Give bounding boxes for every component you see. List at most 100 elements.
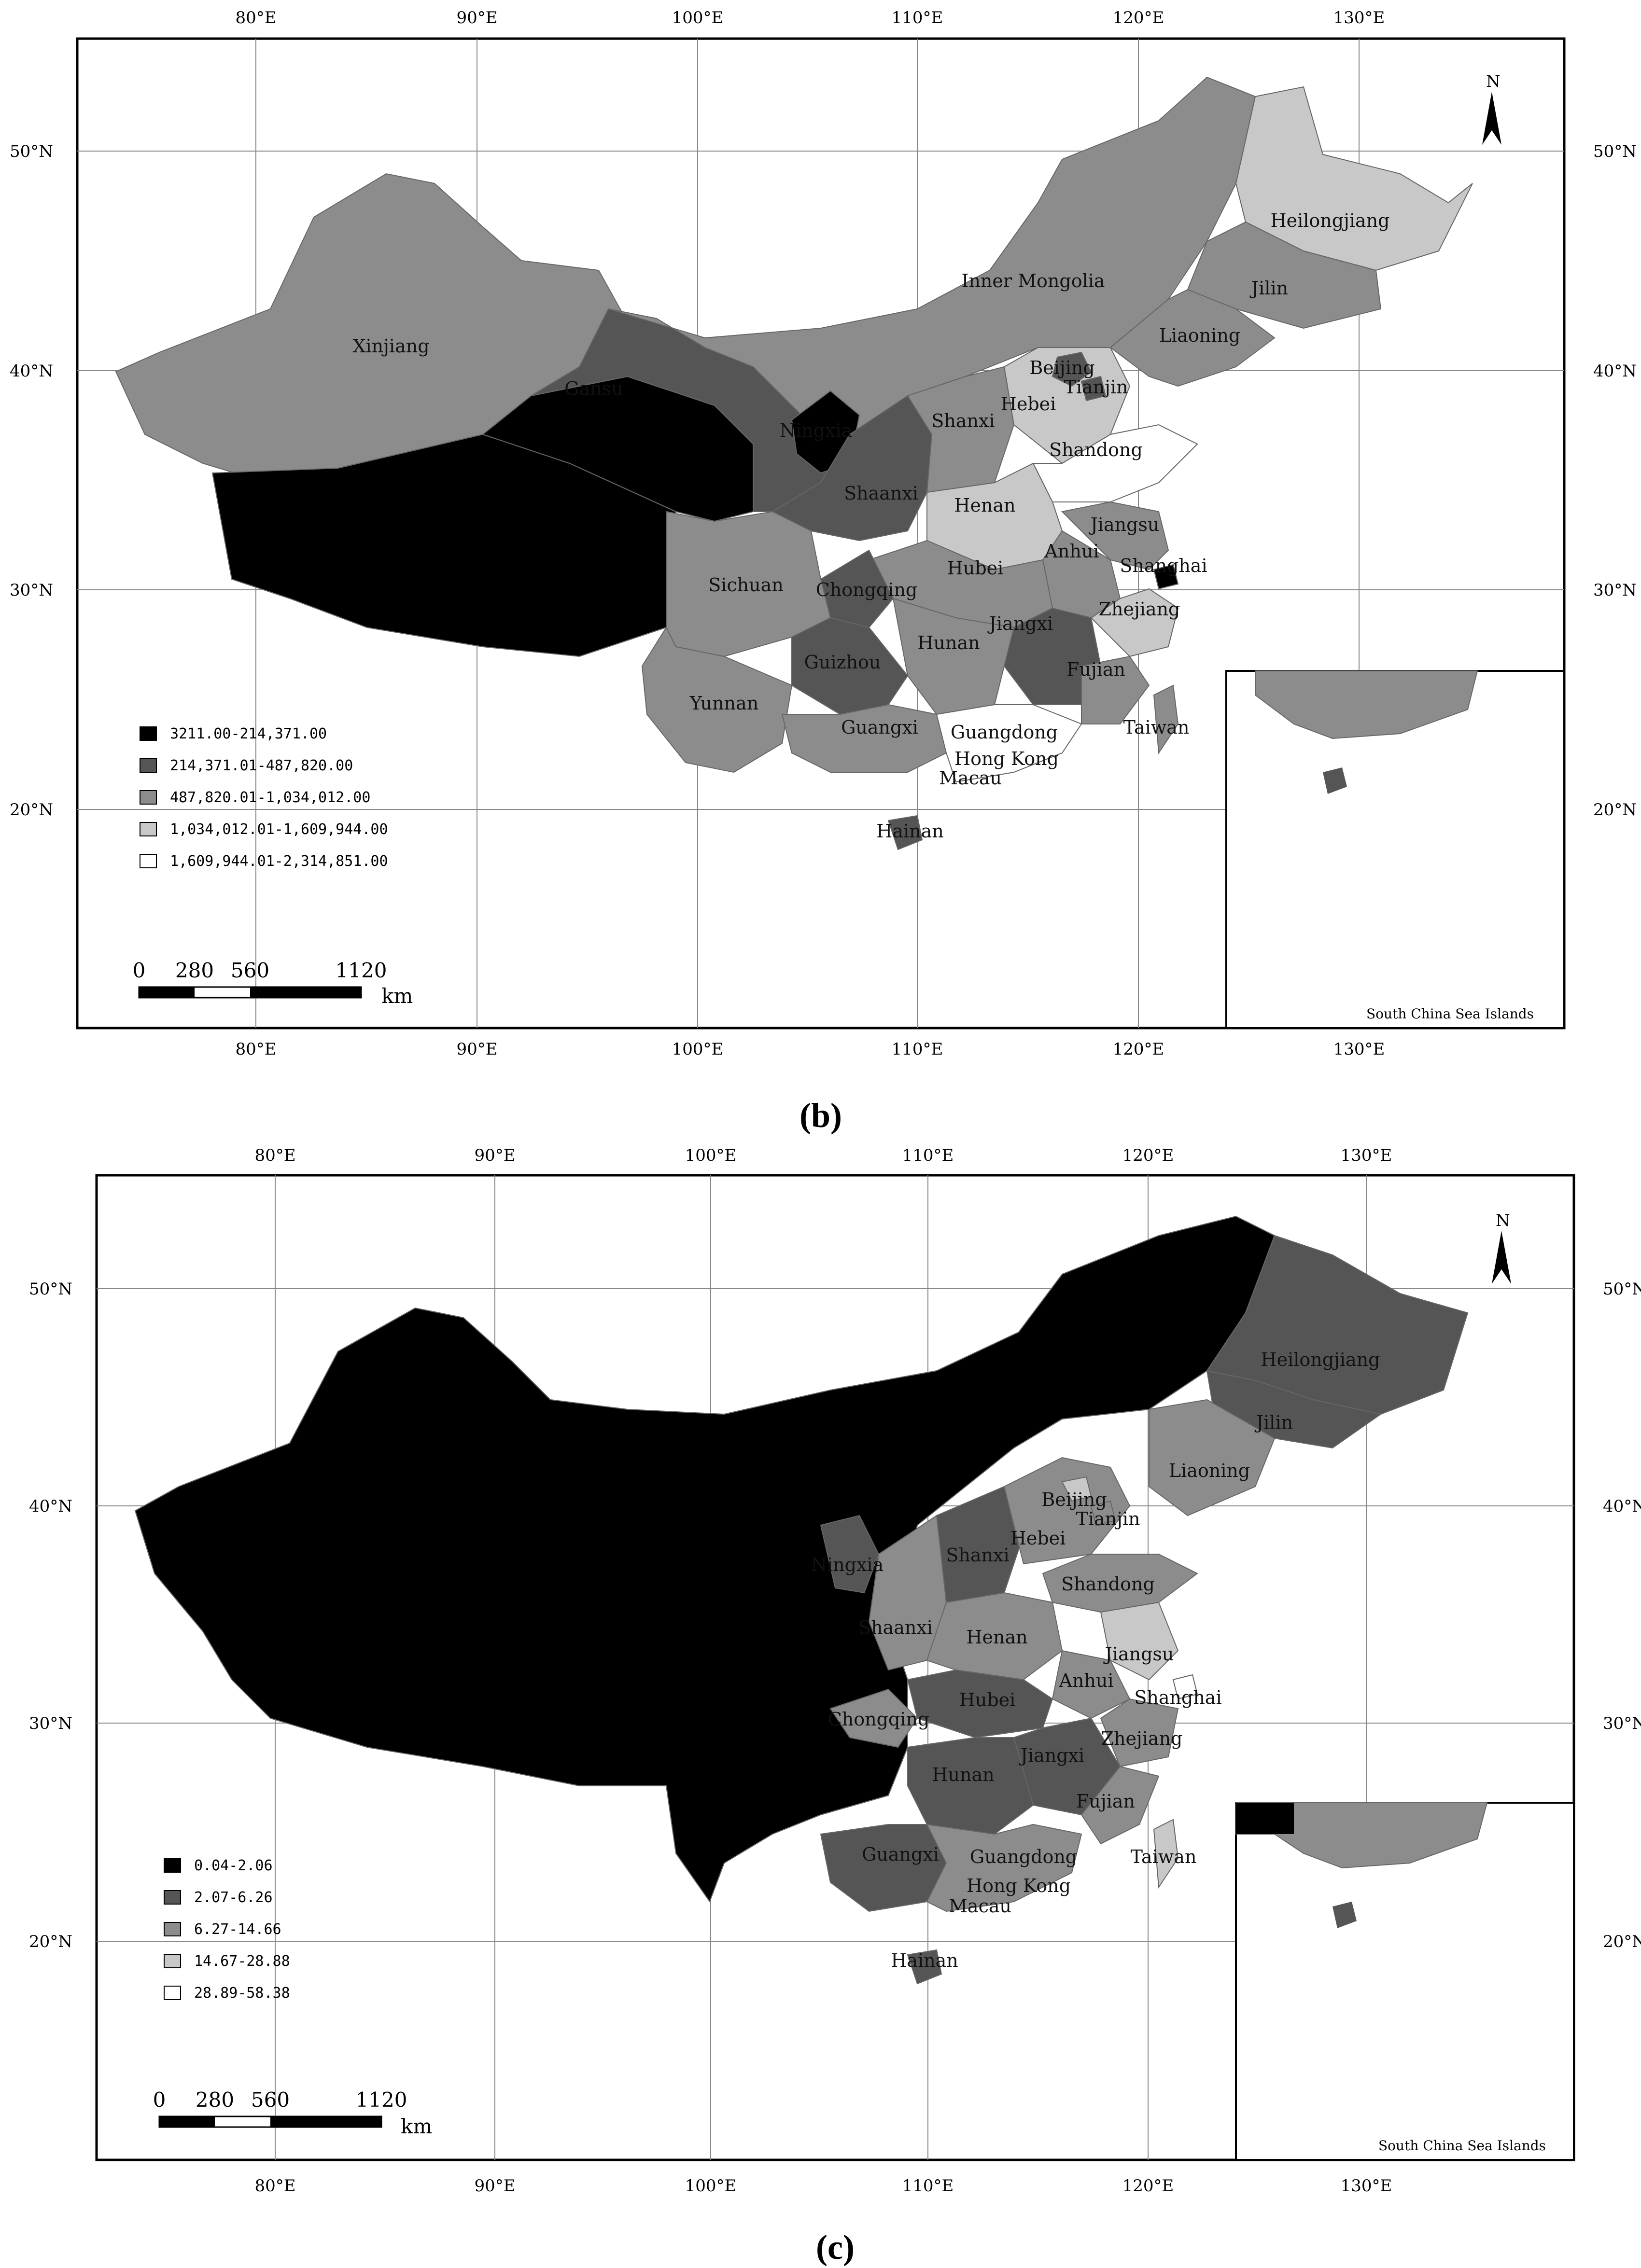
region-jiangsu	[1100, 1601, 1179, 1681]
map-b-lon-tick-bottom: 130°E	[1333, 1040, 1385, 1059]
map-b-provinces	[115, 76, 1473, 850]
map-c-lon-tick-top: 100°E	[685, 1146, 737, 1165]
region-zhejiang	[1100, 1698, 1179, 1767]
map-b-inset-mainland	[1255, 670, 1478, 739]
region-tianjin	[1090, 1500, 1116, 1526]
text-layer: 80°E 80°E 90°E 90°E 100°E 100°E 110°E 110°E 120°…	[10, 8, 1641, 2267]
map-b-province-label: Shandong	[1049, 439, 1143, 460]
map-c-province-label: Tianjin	[1076, 1508, 1140, 1530]
region-guizhou	[791, 617, 909, 715]
map-c-legend-label: 2.07-6.26	[194, 1889, 273, 1906]
map-c-legend-swatch	[164, 1954, 181, 1968]
map-c-province-label: Shanghai	[1134, 1687, 1221, 1708]
map-b-province-label: Guangdong	[951, 722, 1058, 743]
map-c-province-label: Hainan	[891, 1950, 958, 1971]
map-c-lon-tick-top: 130°E	[1341, 1146, 1392, 1165]
map-b-province-label: Taiwan	[1123, 717, 1190, 738]
map-b-lat-tick-left: 30°N	[10, 581, 53, 600]
map-c-lat-tick-right: 40°N	[1603, 1497, 1641, 1516]
map-c-province-label: Jiangsu	[1103, 1643, 1174, 1665]
map-c-province-label: Guangxi	[862, 1844, 939, 1865]
map-c-lat-tick-left: 50°N	[29, 1280, 72, 1299]
map-b-lon-tick-bottom: 120°E	[1113, 1040, 1164, 1059]
region-anhui	[1052, 1650, 1131, 1719]
map-c-legend-label: 28.89-58.38	[194, 1985, 290, 2002]
map-c-lon-tick-bottom: 130°E	[1341, 2176, 1392, 2196]
region-hainan	[907, 1949, 942, 1985]
region-shanghai	[1172, 1674, 1198, 1700]
map-b-legend-swatch	[140, 854, 157, 868]
map-b-province-label: Inner Mongolia	[961, 270, 1105, 292]
region-hebei	[1003, 347, 1131, 464]
map-b-lat-tick-left: 50°N	[10, 142, 53, 161]
map-c-scale-label: 1120	[356, 2088, 407, 2112]
map-b-legend-label: 1,609,944.01-2,314,851.00	[170, 853, 388, 870]
map-c-legend-label: 6.27-14.66	[194, 1921, 281, 1938]
map-c-lon-tick-bottom: 100°E	[685, 2176, 737, 2196]
map-c-province-label: Anhui	[1058, 1670, 1113, 1691]
region-beijing	[1052, 351, 1092, 387]
map-b-lon-tick-bottom: 90°E	[456, 1040, 497, 1059]
map-b-lon-tick-bottom: 100°E	[672, 1040, 724, 1059]
map-c-province-label: Liaoning	[1169, 1460, 1250, 1481]
region-tianjin	[1080, 376, 1107, 402]
map-b-province-label: Guangxi	[841, 717, 918, 738]
region-hebei	[1003, 1457, 1131, 1565]
region-shanghai	[1153, 564, 1179, 590]
map-b-legend-swatch	[140, 790, 157, 805]
map-c-province-label: Jilin	[1254, 1412, 1293, 1433]
map-c-province-label: Ningxia	[811, 1554, 884, 1575]
map-b-province-label: Zhejiang	[1099, 598, 1180, 620]
map-c-lon-tick-top: 80°E	[254, 1146, 295, 1165]
map-b-province-label: Shanxi	[931, 410, 995, 431]
map-b-lon-tick-top: 120°E	[1113, 8, 1164, 28]
region-fujian	[1080, 1766, 1160, 1845]
map-b-province-label: Fujian	[1066, 659, 1125, 680]
map-b-legend-label: 214,371.01-487,820.00	[170, 757, 353, 774]
map-b-inset-title: South China Sea Islands	[1366, 1006, 1534, 1022]
map-b-lat-tick-right: 40°N	[1593, 362, 1637, 381]
map-c-lat-tick-right: 20°N	[1603, 1932, 1641, 1951]
map-c-lon-tick-bottom: 80°E	[254, 2176, 295, 2196]
map-c: N	[95, 1174, 1575, 2161]
map-c-province-label: Heilongjiang	[1261, 1349, 1380, 1370]
map-c-lat-tick-right: 50°N	[1603, 1280, 1641, 1299]
region-taiwan	[1153, 684, 1179, 754]
region-hainan	[887, 815, 923, 850]
map-b: N	[76, 37, 1566, 1030]
map-c-province-label: Guangdong	[970, 1846, 1077, 1867]
region-chongqing	[829, 1688, 918, 1748]
map-c-legend-swatch	[164, 1890, 181, 1905]
map-b-province-label: Hong Kong	[954, 748, 1059, 769]
map-b-north-arrow-icon: N	[1482, 72, 1501, 145]
map-b-province-label: Hubei	[947, 557, 1004, 579]
map-b-lon-tick-top: 100°E	[672, 8, 724, 28]
map-b-scalebar	[138, 986, 362, 999]
map-c-lon-tick-top: 110°E	[902, 1146, 954, 1165]
map-b-caption: (b)	[799, 1096, 842, 1135]
map-b-scale-label: 560	[231, 959, 269, 982]
map-c-lat-tick-left: 40°N	[29, 1497, 72, 1516]
map-b-legend-swatch	[140, 822, 157, 836]
map-b-lon-tick-top: 90°E	[456, 8, 497, 28]
map-c-lon-tick-bottom: 120°E	[1122, 2176, 1174, 2196]
map-b-province-label: Beijing	[1029, 357, 1094, 378]
map-c-inset-title: South China Sea Islands	[1378, 2138, 1546, 2154]
map-b-province-label: Xinjiang	[352, 335, 429, 357]
map-c-legend-swatch	[164, 1858, 181, 1873]
map-b-lat-tick-right: 20°N	[1593, 800, 1637, 820]
map-b-legend-label: 3211.00-214,371.00	[170, 725, 327, 742]
map-c-scale-label: 560	[251, 2088, 290, 2112]
map-c-province-label: Fujian	[1076, 1791, 1135, 1812]
map-b-province-label: Gansu	[564, 378, 623, 399]
map-c-province-label: Chongqing	[828, 1709, 930, 1730]
region-guangdong	[936, 704, 1082, 783]
map-b-province-label: Ningxia	[780, 420, 852, 441]
map-b-lon-tick-top: 130°E	[1333, 8, 1385, 28]
map-b-lat-tick-right: 30°N	[1593, 581, 1637, 600]
region-shandong	[1042, 1554, 1198, 1613]
map-c-inset-west	[1236, 1803, 1294, 1834]
region-fujian	[1081, 655, 1150, 724]
map-c-province-label: Shandong	[1061, 1573, 1155, 1595]
